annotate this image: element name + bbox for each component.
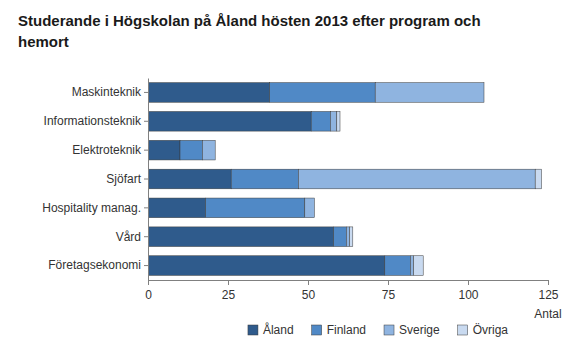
bar (231, 169, 298, 189)
bar (410, 256, 413, 276)
y-tick-mark (144, 207, 148, 208)
bar (270, 83, 376, 103)
x-tick: 0 (145, 280, 152, 302)
y-tick-label: Företagsekonomi (48, 258, 141, 272)
bar (346, 227, 349, 247)
y-tick-label: Vård (116, 230, 141, 244)
y-tick-label: Sjöfart (106, 172, 141, 186)
y-tick-label: Maskinteknik (72, 85, 142, 99)
chart: Studerande i Högskolan på Åland hösten 2… (0, 0, 581, 356)
x-tick-mark (148, 280, 149, 285)
bar (215, 140, 216, 160)
bar (148, 111, 311, 131)
x-tick-label: 25 (222, 288, 236, 302)
y-tick-label: Elektroteknik (72, 143, 142, 157)
title: Studerande i Högskolan på Åland hösten 2… (18, 12, 485, 50)
bar (148, 198, 206, 218)
x-tick-label: 75 (382, 288, 396, 302)
y-tick-mark (144, 236, 148, 237)
y-tick: Maskinteknik (72, 85, 148, 99)
bar (180, 140, 202, 160)
y-tick: Företagsekonomi (48, 258, 148, 272)
legend: Åland Finland Sverige Övriga (248, 322, 508, 337)
x-axis-title: Antal (534, 307, 561, 321)
y-tick-label: Informationsteknik (44, 114, 142, 128)
bar (148, 169, 231, 189)
legend-item: Åland (248, 322, 294, 337)
bar (334, 227, 347, 247)
y-tick: Vård (116, 230, 148, 244)
bar (330, 111, 336, 131)
bar (311, 111, 330, 131)
y-tick-mark (144, 92, 148, 93)
y-tick-mark (144, 265, 148, 266)
bar (375, 83, 484, 103)
x-tick: 125 (538, 280, 558, 302)
x-axis-line (149, 280, 549, 281)
bar (337, 111, 340, 131)
bar (314, 198, 315, 218)
bar (414, 256, 424, 276)
x-tick: 50 (302, 280, 316, 302)
bar (206, 198, 305, 218)
x-tick-mark (468, 280, 469, 285)
bar (535, 169, 541, 189)
legend-label: Åland (263, 322, 294, 337)
y-tick-mark (144, 121, 148, 122)
x-tick-label: 125 (538, 288, 558, 302)
y-tick-mark (144, 150, 148, 151)
legend-label: Övriga (473, 323, 509, 337)
x-tick-label: 0 (145, 288, 152, 302)
x-tick-label: 50 (302, 288, 316, 302)
y-axis-line (148, 79, 149, 281)
legend-item: Finland (312, 323, 366, 337)
x-tick: 75 (382, 280, 396, 302)
bar (148, 140, 180, 160)
legend-label: Sverige (399, 323, 440, 337)
bar (202, 140, 215, 160)
legend-swatch (248, 325, 258, 335)
legend-swatch (458, 325, 468, 335)
bars (148, 83, 542, 276)
y-tick-mark (144, 179, 148, 180)
series-bars (337, 111, 542, 275)
legend-label: Finland (327, 323, 366, 337)
legend-item: Sverige (384, 323, 440, 337)
bar (148, 256, 385, 276)
y-tick-label: Hospitality manag. (42, 201, 141, 215)
x-tick-label: 100 (458, 288, 478, 302)
x-tick-mark (388, 280, 389, 285)
bar (305, 198, 315, 218)
x-tick-mark (228, 280, 229, 285)
bar (484, 83, 485, 103)
y-tick: Informationsteknik (44, 114, 148, 128)
x-tick: 25 (222, 280, 236, 302)
x-tick: 100 (458, 280, 478, 302)
y-axis: Maskinteknik Informationsteknik Elektrotek… (42, 79, 148, 281)
x-axis: 0 25 50 75 100 125 (145, 280, 559, 302)
x-tick-mark (308, 280, 309, 285)
legend-item: Övriga (458, 323, 509, 337)
bar (298, 169, 535, 189)
y-tick: Sjöfart (106, 172, 148, 186)
bar (148, 83, 270, 103)
bar (350, 227, 353, 247)
bar (148, 227, 334, 247)
bar (385, 256, 411, 276)
series-bars (202, 83, 535, 276)
legend-swatch (312, 325, 322, 335)
x-tick-mark (548, 280, 549, 285)
y-tick: Elektroteknik (72, 143, 148, 157)
y-tick: Hospitality manag. (42, 201, 148, 215)
legend-swatch (384, 325, 394, 335)
